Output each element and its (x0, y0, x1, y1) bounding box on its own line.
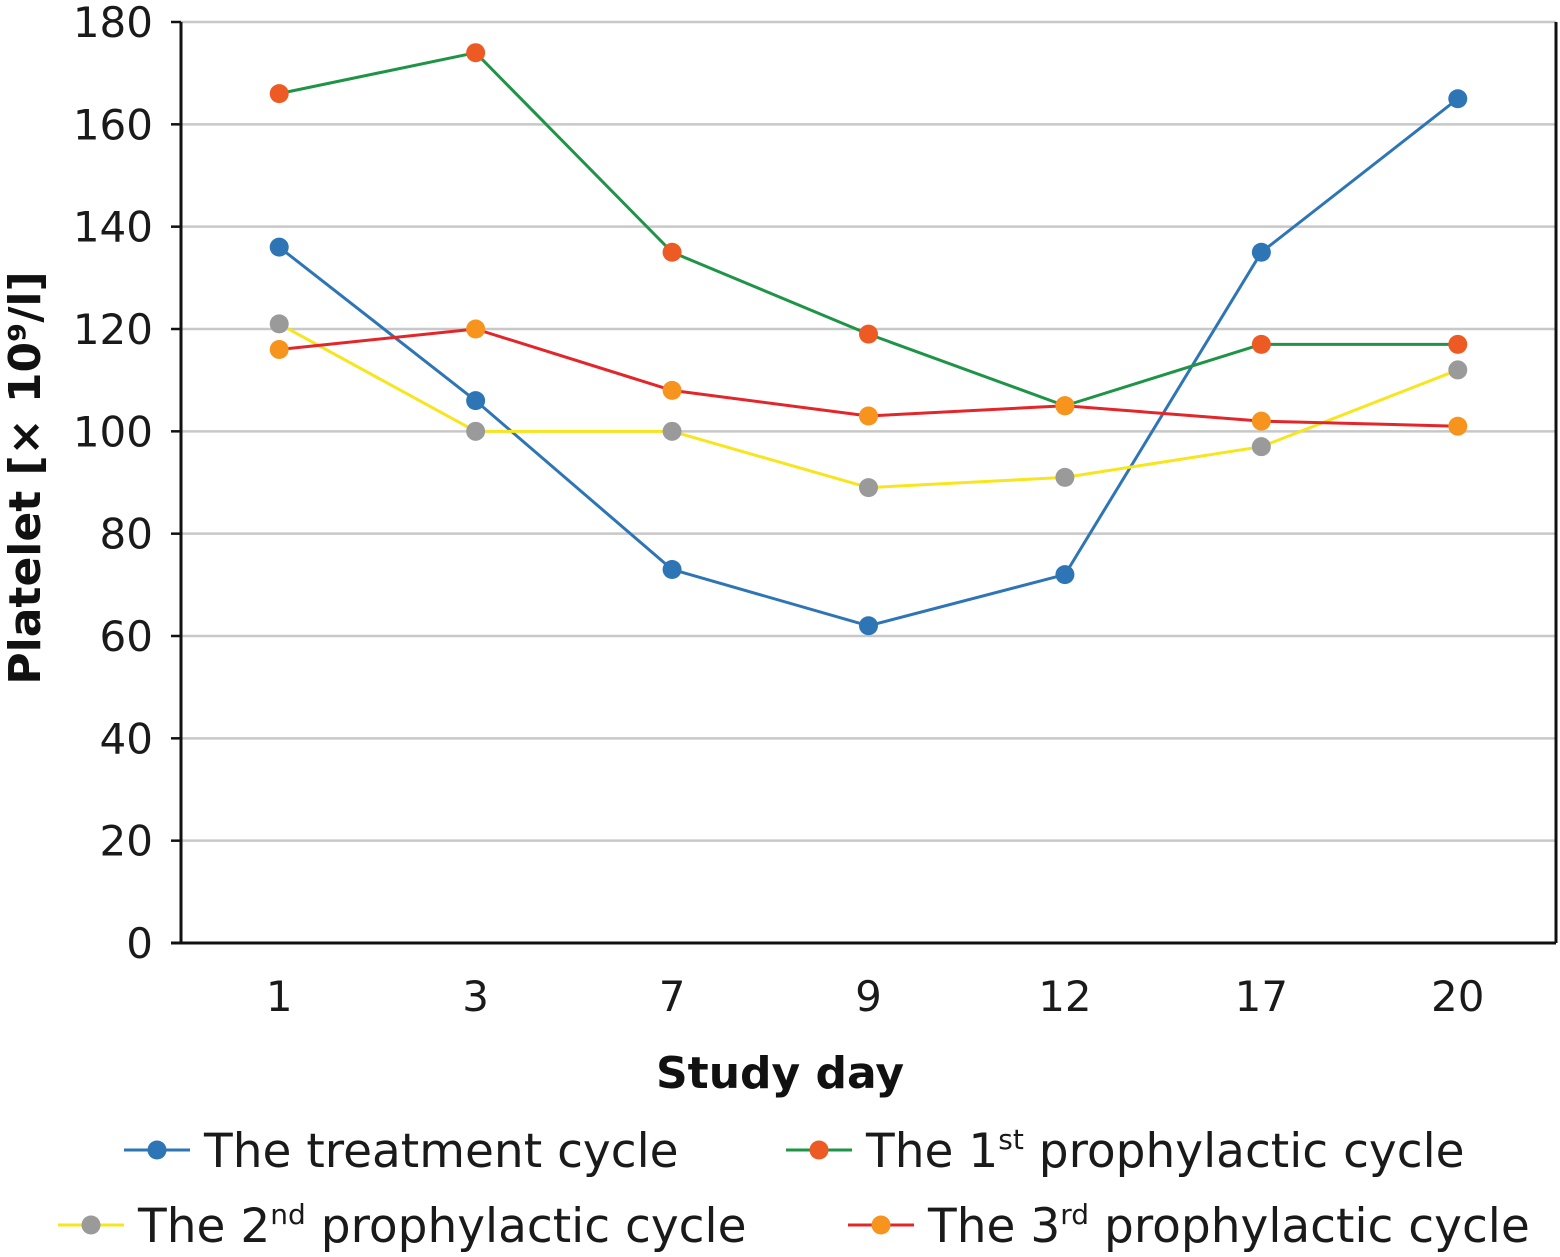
data-point-series-2 (1251, 334, 1271, 354)
y-tick-label: 100 (73, 407, 153, 456)
data-point-series-2 (1448, 334, 1468, 354)
y-tick-label: 40 (100, 714, 153, 763)
x-tick-label: 3 (462, 972, 489, 1021)
x-tick-label: 17 (1235, 972, 1288, 1021)
series-line-2 (278, 51, 1458, 408)
series-line-1 (278, 97, 1459, 628)
data-point-series-3 (1448, 360, 1468, 380)
grid-lines (181, 20, 1556, 842)
data-point-series-1 (269, 237, 289, 257)
legend: The treatment cycle The 1st prophylactic … (58, 1123, 1530, 1254)
data-point-series-2 (859, 324, 878, 344)
series-markers (269, 43, 1468, 636)
data-point-series-3 (1251, 437, 1271, 457)
data-point-series-3 (859, 478, 878, 498)
legend-label: The 1st prophylactic cycle (865, 1123, 1465, 1179)
y-tick-label: 160 (73, 100, 153, 149)
x-tick-label: 20 (1431, 972, 1484, 1021)
legend-label-text: prophylactic cycle (1024, 1124, 1465, 1179)
legend-item-3: The 2nd prophylactic cycle (58, 1198, 747, 1254)
data-point-series-4 (269, 339, 289, 359)
y-tick-label: 60 (100, 612, 153, 661)
y-axis-title: Platelet [× 10⁹/l] (0, 271, 51, 684)
data-point-series-2 (662, 242, 682, 262)
data-point-series-1 (1448, 89, 1468, 109)
x-tick-label: 7 (659, 972, 686, 1021)
y-tick-label: 140 (73, 203, 153, 252)
legend-label-superscript: nd (270, 1198, 306, 1231)
data-point-series-2 (466, 43, 486, 63)
y-tick-labels: 0 20 40 60 80 100 120 140 160 180 (73, 0, 153, 968)
legend-label-text: The 1 (865, 1124, 998, 1179)
legend-label-text: prophylactic cycle (1089, 1199, 1530, 1254)
legend-marker-swatch (809, 1140, 829, 1160)
data-point-series-3 (1055, 467, 1075, 487)
x-tick-labels: 1 3 7 9 12 17 20 (266, 972, 1485, 1021)
data-point-series-4 (1055, 396, 1075, 416)
data-point-series-3 (269, 314, 289, 334)
legend-item-1: The treatment cycle (124, 1124, 679, 1179)
legend-label-text: The 2 (137, 1199, 270, 1254)
legend-marker-swatch (147, 1140, 167, 1160)
data-point-series-1 (1055, 565, 1075, 585)
axes (171, 20, 1558, 945)
data-point-series-4 (1251, 411, 1271, 431)
data-point-series-1 (859, 616, 878, 636)
legend-label: The treatment cycle (203, 1124, 679, 1179)
legend-item-4: The 3rd prophylactic cycle (848, 1198, 1530, 1254)
data-point-series-1 (466, 391, 486, 411)
legend-item-2: The 1st prophylactic cycle (786, 1123, 1465, 1179)
x-axis-title: Study day (656, 1048, 904, 1099)
data-point-series-1 (662, 559, 682, 579)
legend-label-text: The 3 (927, 1199, 1060, 1254)
y-tick-label: 20 (100, 817, 153, 866)
data-point-series-4 (662, 380, 682, 400)
x-tick-label: 12 (1038, 972, 1091, 1021)
y-tick-label: 0 (126, 919, 153, 968)
x-tick-label: 1 (266, 972, 293, 1021)
legend-marker-swatch (81, 1215, 101, 1235)
legend-marker-swatch (871, 1215, 891, 1235)
legend-label: The 2nd prophylactic cycle (137, 1198, 747, 1254)
data-point-series-4 (859, 406, 878, 426)
series-line-3 (278, 322, 1459, 490)
legend-label: The 3rd prophylactic cycle (927, 1198, 1530, 1254)
legend-label-text: The treatment cycle (203, 1124, 679, 1179)
legend-label-text: prophylactic cycle (306, 1199, 747, 1254)
data-point-series-3 (662, 421, 682, 441)
legend-label-superscript: rd (1060, 1198, 1089, 1231)
y-tick-label: 80 (100, 510, 153, 559)
x-tick-label: 9 (855, 972, 882, 1021)
data-point-series-3 (466, 421, 486, 441)
y-tick-label: 180 (73, 0, 153, 47)
data-point-series-2 (269, 84, 289, 104)
data-point-series-4 (466, 319, 486, 339)
data-point-series-1 (1251, 242, 1271, 262)
data-point-series-4 (1448, 416, 1468, 436)
y-tick-label: 120 (73, 305, 153, 354)
legend-label-superscript: st (998, 1123, 1024, 1156)
